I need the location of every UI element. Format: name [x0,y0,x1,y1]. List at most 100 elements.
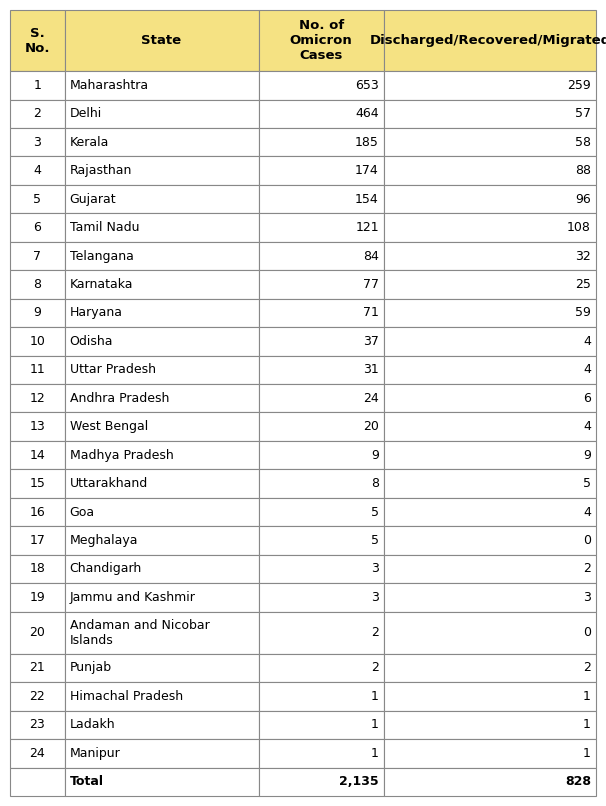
Bar [65,128,259,156]
Bar [10,327,65,355]
Text: 3: 3 [371,591,379,604]
Bar [65,327,259,355]
Text: 32: 32 [575,250,591,263]
Text: Jammu and Kashmir: Jammu and Kashmir [70,591,195,604]
Text: 2: 2 [371,662,379,675]
Bar [10,469,65,498]
Text: 19: 19 [30,591,45,604]
Text: 58: 58 [575,135,591,149]
Text: Rajasthan: Rajasthan [70,164,132,177]
Text: 1: 1 [583,718,591,731]
Text: 18: 18 [29,563,45,575]
Bar [259,498,384,526]
Text: 59: 59 [575,306,591,319]
Bar [65,469,259,498]
Text: 11: 11 [30,364,45,376]
Text: 9: 9 [583,449,591,462]
Text: No. of
Omicron
Cases: No. of Omicron Cases [290,19,353,62]
Bar [65,441,259,469]
Text: 464: 464 [355,107,379,120]
Text: Gujarat: Gujarat [70,193,116,206]
Text: 9: 9 [371,449,379,462]
Bar [384,156,596,185]
Text: 5: 5 [33,193,41,206]
Bar [65,355,259,384]
Text: 1: 1 [33,79,41,92]
Bar [10,299,65,327]
Bar [259,10,384,71]
Bar [259,767,384,796]
Bar [259,242,384,270]
Text: 31: 31 [363,364,379,376]
Bar [65,413,259,441]
Bar [65,555,259,584]
Bar [65,767,259,796]
Text: 3: 3 [371,563,379,575]
Bar [259,100,384,128]
Bar [259,185,384,214]
Bar [384,128,596,156]
Bar [259,584,384,612]
Text: 88: 88 [575,164,591,177]
Text: 108: 108 [567,221,591,234]
Text: 10: 10 [29,334,45,348]
Bar [259,739,384,767]
Text: 8: 8 [33,278,41,291]
Bar [10,128,65,156]
Text: Ladakh: Ladakh [70,718,115,731]
Text: 4: 4 [33,164,41,177]
Bar [10,654,65,682]
Text: 21: 21 [30,662,45,675]
Bar [65,10,259,71]
Bar [65,526,259,555]
Bar [259,711,384,739]
Bar [384,654,596,682]
Text: 185: 185 [355,135,379,149]
Text: 25: 25 [575,278,591,291]
Text: 2: 2 [371,626,379,639]
Bar [259,156,384,185]
Text: 828: 828 [565,775,591,788]
Text: Kerala: Kerala [70,135,109,149]
Text: 3: 3 [583,591,591,604]
Text: 22: 22 [30,690,45,703]
Bar [65,214,259,242]
Bar [384,327,596,355]
Text: 14: 14 [30,449,45,462]
Bar [384,711,596,739]
Text: Punjab: Punjab [70,662,112,675]
Bar [259,682,384,711]
Bar [10,441,65,469]
Bar [10,214,65,242]
Bar [65,242,259,270]
Bar [384,355,596,384]
Text: 5: 5 [371,534,379,547]
Text: 259: 259 [567,79,591,92]
Bar [259,327,384,355]
Bar [384,413,596,441]
Text: Telangana: Telangana [70,250,133,263]
Text: 0: 0 [583,534,591,547]
Text: Meghalaya: Meghalaya [70,534,138,547]
Text: 9: 9 [33,306,41,319]
Bar [384,498,596,526]
Bar [259,441,384,469]
Text: 2: 2 [583,662,591,675]
Bar [10,156,65,185]
Bar [65,71,259,100]
Text: 71: 71 [363,306,379,319]
Text: Karnataka: Karnataka [70,278,133,291]
Text: 77: 77 [363,278,379,291]
Text: 16: 16 [30,505,45,518]
Bar [10,384,65,413]
Bar [384,739,596,767]
Bar [384,612,596,654]
Bar [259,413,384,441]
Bar [65,739,259,767]
Text: 2: 2 [33,107,41,120]
Text: 20: 20 [363,420,379,433]
Bar [259,384,384,413]
Text: 1: 1 [583,690,591,703]
Bar [384,469,596,498]
Text: 1: 1 [371,747,379,760]
